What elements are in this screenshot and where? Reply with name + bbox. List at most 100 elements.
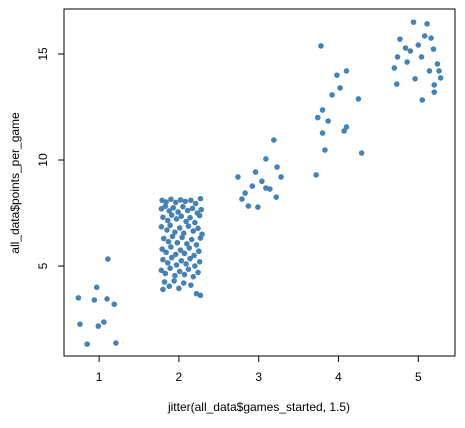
point: [245, 203, 252, 209]
point: [343, 124, 350, 130]
point: [168, 196, 174, 203]
point: [163, 199, 169, 205]
point: [160, 256, 166, 263]
point: [172, 199, 179, 206]
point: [322, 147, 328, 153]
point: [183, 261, 189, 267]
y-tick-label: 10: [36, 153, 50, 167]
point: [263, 185, 269, 191]
point: [172, 229, 178, 235]
point: [421, 33, 428, 39]
point: [180, 280, 187, 286]
point: [313, 172, 319, 178]
point: [188, 282, 194, 288]
point: [101, 319, 107, 325]
point: [113, 340, 119, 346]
point: [197, 292, 204, 299]
point: [329, 92, 335, 98]
x-tick-label: 5: [415, 370, 422, 384]
point: [160, 286, 166, 293]
point: [186, 245, 193, 251]
point: [391, 65, 398, 71]
point: [164, 260, 171, 266]
point: [424, 21, 430, 27]
point: [430, 46, 437, 52]
point: [337, 85, 343, 91]
point: [197, 235, 204, 241]
point: [393, 81, 400, 87]
point: [181, 250, 188, 257]
point: [168, 244, 174, 250]
point: [176, 268, 183, 275]
x-tick-label: 4: [335, 370, 342, 384]
point: [75, 295, 82, 301]
point: [196, 248, 202, 255]
point: [319, 130, 326, 136]
point: [105, 256, 111, 262]
point: [160, 214, 166, 221]
point: [181, 271, 188, 278]
point: [415, 42, 422, 48]
y-axis-label: all_data$points_per_game: [8, 112, 22, 254]
point: [182, 198, 189, 205]
point: [84, 341, 90, 347]
point: [188, 236, 195, 243]
point: [263, 156, 269, 162]
point: [183, 218, 189, 225]
point: [187, 214, 193, 221]
point: [426, 68, 433, 74]
point: [173, 262, 180, 268]
point: [158, 206, 165, 212]
point: [188, 197, 194, 204]
point: [192, 263, 198, 269]
point: [431, 89, 438, 95]
point: [190, 273, 197, 280]
x-axis-label: jitter(all_data$games_started, 1.5): [167, 400, 350, 414]
point: [249, 183, 256, 189]
point: [273, 194, 280, 200]
point: [177, 197, 184, 203]
point: [172, 272, 178, 279]
point: [412, 75, 418, 82]
point: [164, 217, 171, 224]
point: [179, 234, 185, 241]
point: [419, 97, 426, 103]
point: [343, 68, 350, 74]
y-tick-label: 5: [36, 262, 50, 269]
point: [178, 213, 185, 220]
point: [410, 19, 417, 25]
point: [437, 75, 444, 81]
point: [91, 297, 98, 303]
point: [252, 169, 259, 175]
point: [180, 230, 187, 236]
point: [407, 48, 414, 54]
point: [334, 72, 340, 78]
point: [175, 209, 181, 215]
point: [111, 301, 118, 308]
point: [190, 228, 197, 234]
point: [161, 279, 168, 285]
point: [431, 82, 438, 88]
y-tick-label: 15: [36, 47, 50, 61]
point: [191, 252, 197, 259]
point: [428, 35, 434, 41]
point: [176, 225, 183, 231]
point: [180, 203, 186, 210]
point: [274, 164, 280, 170]
point: [162, 270, 169, 277]
point: [167, 222, 173, 229]
point: [104, 296, 110, 302]
point: [259, 178, 265, 185]
point: [160, 235, 167, 242]
point: [184, 240, 190, 247]
point: [394, 54, 401, 60]
point: [198, 206, 205, 213]
point: [358, 150, 365, 156]
point: [434, 61, 441, 67]
point: [165, 238, 172, 245]
point: [178, 257, 185, 264]
point: [239, 196, 245, 202]
point: [184, 207, 191, 214]
point: [436, 68, 442, 74]
